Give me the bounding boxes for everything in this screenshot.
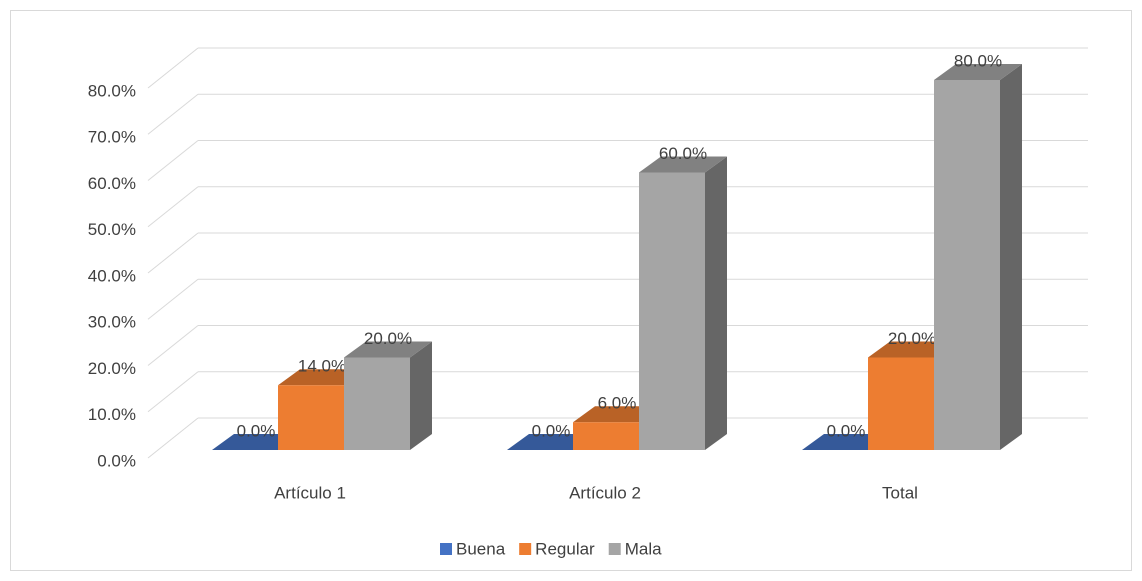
legend-swatch [440,543,452,555]
legend-label: Mala [625,539,662,558]
grid-line [147,371,199,413]
grid-line [147,232,199,274]
value-label: 14.0% [298,357,346,376]
value-label: 80.0% [954,51,1002,70]
grid-line [147,417,199,459]
value-label: 20.0% [888,329,936,348]
y-tick-label: 30.0% [88,313,136,332]
bar [934,64,1022,450]
bar-top [934,64,1022,80]
value-label: 0.0% [827,421,866,440]
y-tick-label: 80.0% [88,81,136,100]
y-tick-label: 10.0% [88,405,136,424]
bar-front [934,80,1000,450]
bar-top [639,156,727,173]
grid-line [147,186,199,228]
legend-label: Regular [535,539,595,558]
bar [344,341,432,450]
grid-line [147,278,199,320]
y-tick-label: 70.0% [88,128,136,147]
grid-line [147,140,199,181]
grid-line [147,93,199,135]
x-tick-label: Artículo 2 [569,483,641,502]
bar-front [573,422,639,450]
x-tick-label: Total [882,483,918,502]
value-label: 6.0% [598,394,637,413]
value-label: 0.0% [532,421,571,440]
value-label: 60.0% [659,144,707,163]
bar-top [344,341,432,358]
bar-side [1000,64,1022,450]
y-tick-label: 40.0% [88,266,136,285]
y-tick-label: 0.0% [97,451,136,470]
legend-swatch [608,543,621,555]
bar-front [639,172,705,450]
x-tick-label: Artículo 1 [274,483,346,502]
y-tick-label: 60.0% [88,174,136,193]
bar [573,406,661,450]
bar-front [278,385,344,450]
legend-label: Buena [456,539,506,558]
y-tick-label: 50.0% [88,220,136,239]
grid-line [147,325,199,366]
bar-front [868,357,934,450]
y-tick-label: 20.0% [88,359,136,378]
bar-side [705,156,727,450]
bar [639,156,727,450]
value-label: 20.0% [364,329,412,348]
bar-front [344,357,410,450]
bar-side [410,341,432,450]
legend-swatch [519,543,532,555]
grid-line [147,47,199,89]
value-label: 0.0% [237,421,276,440]
